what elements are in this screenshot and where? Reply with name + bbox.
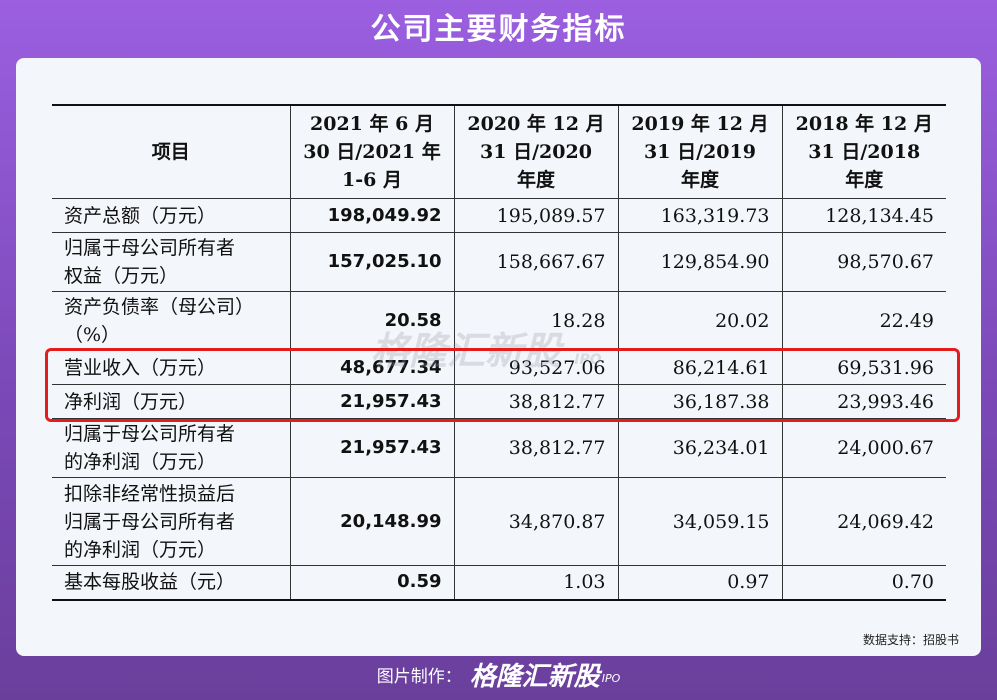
- row-label: 净利润（万元）: [52, 384, 290, 419]
- row-label: 资产负债率（母公司） （%）: [52, 291, 290, 351]
- source-note: 数据支持：招股书: [862, 633, 959, 647]
- watermark-logo: 格隆汇新股 IPO: [371, 329, 602, 373]
- brand-ipo: IPO: [601, 672, 621, 685]
- table-row: 扣除非经常性损益后 归属于母公司所有者 的净利润（万元） 20,148.99 3…: [52, 477, 946, 566]
- cell-2020: 1.03: [453, 565, 618, 600]
- cell-2018: 24,069.42: [781, 477, 946, 566]
- cell-2019: 129,854.90: [617, 232, 782, 292]
- cell-2020: 18.28: [453, 291, 618, 351]
- cell-2018: 98,570.67: [781, 232, 946, 292]
- row-label: 归属于母公司所有者 权益（万元）: [52, 232, 290, 292]
- cell-2020: 158,667.67: [453, 232, 618, 292]
- cell-2021h1: 20.58: [289, 291, 454, 351]
- header-2021h1: 2021 年 6 月 30 日/2021 年 1-6 月: [289, 104, 454, 199]
- cell-2021h1: 21,957.43: [289, 384, 454, 419]
- row-label: 扣除非经常性损益后 归属于母公司所有者 的净利润（万元）: [52, 477, 290, 566]
- cell-2019: 34,059.15: [617, 477, 782, 566]
- cell-2019: 36,234.01: [617, 418, 782, 478]
- footer-label: 图片制作：: [376, 667, 462, 687]
- cell-2018: 0.70: [781, 565, 946, 600]
- table-row: 归属于母公司所有者 的净利润（万元） 21,957.43 38,812.77 3…: [52, 418, 946, 478]
- cell-2018: 22.49: [781, 291, 946, 351]
- footer: 图片制作： 格隆汇新股 IPO: [0, 660, 997, 694]
- cell-2021h1: 0.59: [289, 565, 454, 600]
- table-row: 基本每股收益（元） 0.59 1.03 0.97 0.70: [52, 565, 946, 600]
- cell-2018: 128,134.45: [781, 198, 946, 233]
- cell-2021h1: 157,025.10: [289, 232, 454, 292]
- header-2020: 2020 年 12 月 31 日/2020 年度: [453, 104, 618, 199]
- row-label: 资产总额（万元）: [52, 198, 290, 233]
- cell-2020: 38,812.77: [453, 418, 618, 478]
- cell-2019: 0.97: [617, 565, 782, 600]
- cell-2021h1: 198,049.92: [289, 198, 454, 233]
- row-label: 基本每股收益（元）: [52, 565, 290, 600]
- row-label: 归属于母公司所有者 的净利润（万元）: [52, 418, 290, 478]
- cell-2019: 20.02: [617, 291, 782, 351]
- cell-2020: 195,089.57: [453, 198, 618, 233]
- cell-2021h1: 20,148.99: [289, 477, 454, 566]
- header-2019: 2019 年 12 月 31 日/2019 年度: [617, 104, 782, 199]
- page-title: 公司主要财务指标: [370, 12, 627, 47]
- cell-2020: 34,870.87: [453, 477, 618, 566]
- highlight-box: [45, 348, 960, 422]
- table-header-row: 项目 2021 年 6 月 30 日/2021 年 1-6 月 2020 年 1…: [52, 104, 946, 199]
- table-row: 归属于母公司所有者 权益（万元） 157,025.10 158,667.67 1…: [52, 232, 946, 292]
- brand-logo: 格隆汇新股: [469, 662, 600, 692]
- cell-2019: 86,214.61: [617, 350, 782, 385]
- financial-table: 项目 2021 年 6 月 30 日/2021 年 1-6 月 2020 年 1…: [52, 104, 946, 601]
- financial-card: 项目 2021 年 6 月 30 日/2021 年 1-6 月 2020 年 1…: [16, 58, 981, 656]
- table-row: 资产总额（万元） 198,049.92 195,089.57 163,319.7…: [52, 198, 946, 233]
- cell-2019: 163,319.73: [617, 198, 782, 233]
- cell-2021h1: 21,957.43: [289, 418, 454, 478]
- header-item: 项目: [52, 104, 290, 199]
- row-label: 营业收入（万元）: [52, 350, 290, 385]
- header-2018: 2018 年 12 月 31 日/2018 年度: [781, 104, 946, 199]
- cell-2018: 24,000.67: [781, 418, 946, 478]
- cell-2018: 23,993.46: [781, 384, 946, 419]
- table-row: 净利润（万元） 21,957.43 38,812.77 36,187.38 23…: [52, 384, 946, 419]
